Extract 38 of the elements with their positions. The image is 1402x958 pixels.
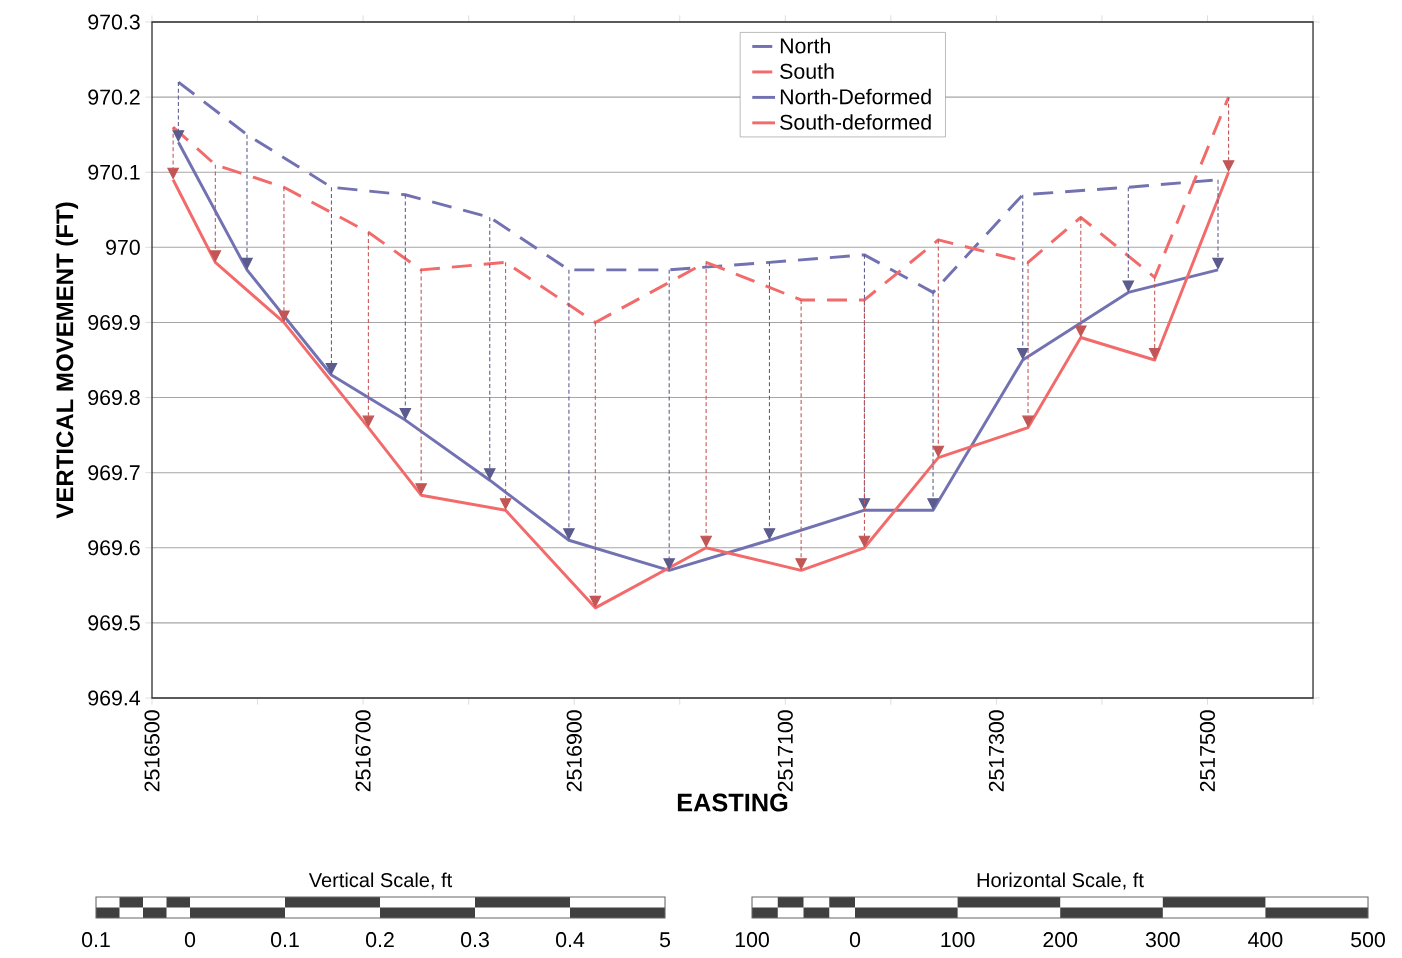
y-tick-label: 969.8 (88, 390, 140, 406)
y-tick-label: 969.5 (88, 615, 140, 631)
x-tick-label: 2516700 (355, 710, 371, 792)
legend-label: North (780, 37, 830, 54)
text: 5 (659, 932, 671, 948)
text: 100 (941, 932, 975, 948)
y-tick-label: 969.7 (88, 465, 140, 481)
text: 0 (849, 932, 861, 948)
x-tick-label: 2517300 (988, 710, 1004, 792)
text: 500 (1351, 932, 1385, 948)
y-axis-title: VERTICAL MOVEMENT (FT) (55, 202, 79, 519)
legend-label: South (780, 63, 834, 79)
text: 0.2 (366, 932, 394, 948)
y-tick-label: 970.3 (88, 14, 140, 30)
text: Vertical Scale, ft (308, 872, 453, 890)
text: Horizontal Scale, ft (977, 872, 1144, 890)
text: 200 (1043, 932, 1078, 948)
y-tick-label: 969.9 (88, 314, 140, 330)
y-tick-label: 970.1 (88, 164, 140, 180)
x-axis-title: EASTING (677, 793, 788, 812)
text: 0.1 (271, 932, 299, 948)
text: 300 (1145, 932, 1180, 948)
x-tick-label: 2517100 (777, 710, 793, 792)
y-tick-label: 970 (106, 239, 140, 255)
x-tick-label: 2516900 (566, 710, 582, 792)
x-tick-label: 2516500 (144, 710, 160, 792)
text: 0 (184, 932, 196, 948)
text: 0.4 (556, 932, 585, 948)
y-tick-label: 969.4 (88, 690, 141, 706)
text: 100 (735, 932, 769, 948)
y-tick-label: 970.2 (88, 89, 140, 105)
text: 0.3 (461, 932, 489, 948)
text: 400 (1248, 932, 1283, 948)
x-tick-label: 2517500 (1199, 710, 1216, 792)
legend-label: South-deformed (780, 114, 931, 130)
text: 0.1 (82, 932, 110, 948)
y-tick-label: 969.6 (88, 540, 140, 556)
legend-label: North-Deformed (780, 88, 931, 105)
